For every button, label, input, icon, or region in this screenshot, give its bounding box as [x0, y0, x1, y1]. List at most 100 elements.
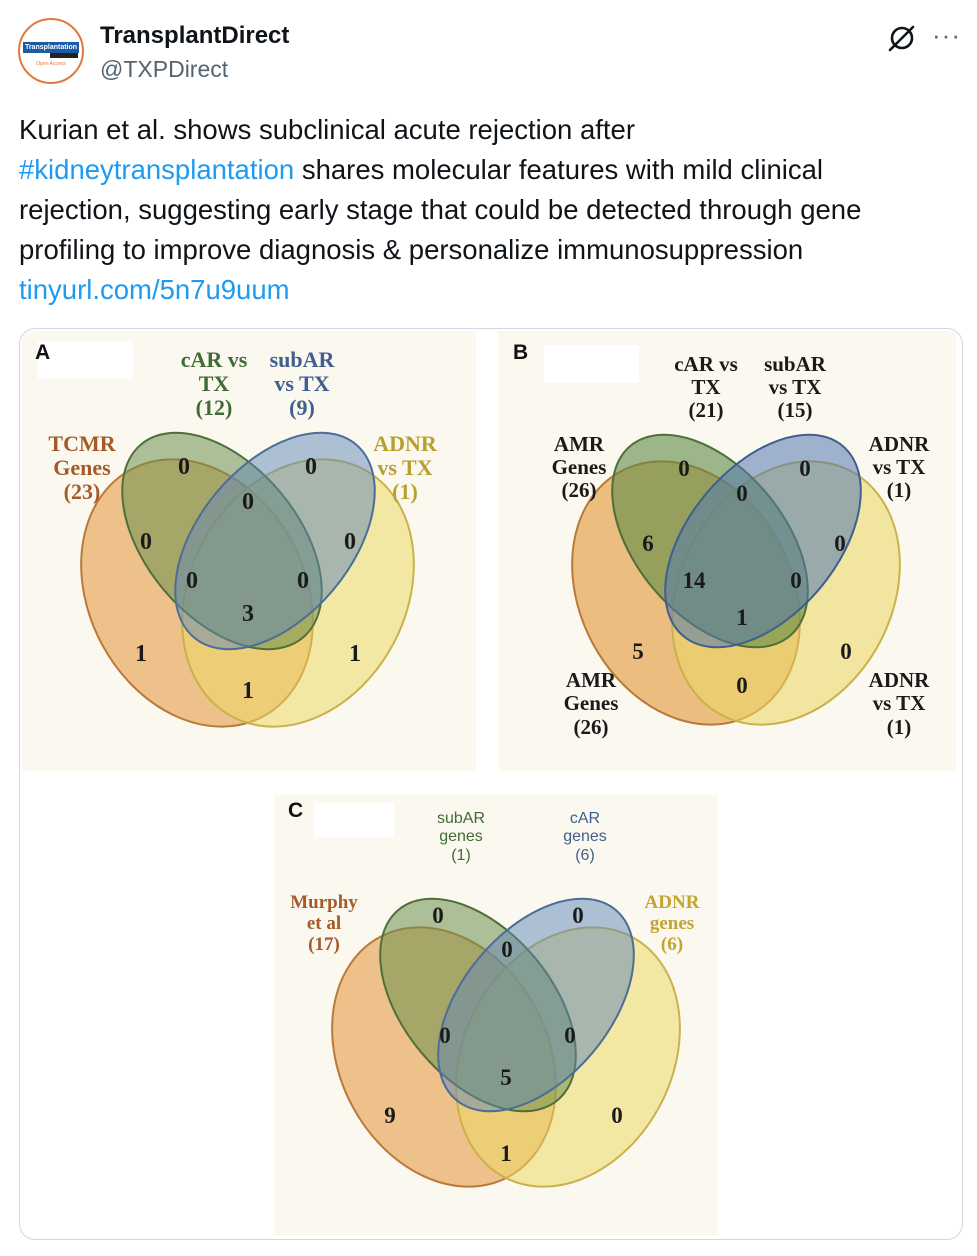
venn-c-label-green-line1: subAR — [437, 810, 485, 827]
venn-a-label-orange-line3: (23) — [64, 479, 101, 504]
venn-b-count-o-y: 0 — [736, 673, 748, 698]
venn-c-label-green-line3: (1) — [451, 847, 471, 864]
venn-a-count-gb: 0 — [242, 489, 254, 515]
tweet-line-1: Kurian et al. shows subclinical acute re… — [19, 114, 636, 145]
venn-a-count-g-only: 0 — [178, 454, 190, 480]
venn-c-count-gb: 0 — [501, 937, 513, 962]
venn-c-count-b-y: 0 — [564, 1023, 576, 1048]
panel-b-whitebox — [544, 345, 639, 383]
venn-b-label-green-line1: cAR vs — [674, 352, 738, 376]
venn-b-count-o-only: 5 — [632, 639, 644, 664]
avatar-logo-bar — [50, 53, 78, 58]
venn-c-svg: subAR genes (1) cAR genes (6) Murphy et … — [290, 810, 700, 1188]
venn-a-count-all: 3 — [242, 601, 254, 627]
venn-a-svg: cAR vs TX (12) subAR vs TX (9) TCMR Gene… — [48, 347, 438, 728]
venn-c-label-yellow-line2: genes — [650, 913, 694, 934]
panel-c-whitebox — [314, 803, 394, 837]
venn-b-svg: cAR vs TX (21) subAR vs TX (15) AMR Gene… — [552, 352, 931, 739]
venn-b-label-yellow-top-line1: ADNR — [869, 432, 930, 456]
venn-b-count-g-b-y: 0 — [790, 568, 802, 593]
venn-a-label-yellow-line3: (1) — [392, 479, 418, 504]
hashtag-link[interactable]: #kidneytransplantation — [19, 154, 295, 185]
venn-a-blue-set — [174, 431, 376, 651]
venn-panel-a: A cAR vs TX (12) subAR vs TX (9) TCMR Ge… — [22, 331, 476, 771]
venn-a-count-o-only: 1 — [135, 641, 147, 667]
panel-b-letter: B — [513, 341, 529, 364]
venn-a-count-b-only: 0 — [305, 454, 317, 480]
venn-b-blue-set — [664, 433, 862, 649]
tweet-line-4: profiling to improve diagnosis & persona… — [19, 234, 804, 265]
venn-a-label-yellow-line1: ADNR — [373, 431, 438, 456]
venn-b-label-yellow-top-line2: vs TX — [873, 455, 926, 479]
venn-a-count-g-b-y: 0 — [297, 568, 309, 594]
venn-b-label-orange-top-line3: (26) — [562, 478, 597, 502]
venn-a-count-o-y: 1 — [242, 678, 254, 704]
venn-c-label-orange-line2: et al — [307, 913, 341, 934]
venn-b-label-orange-bottom-line1: AMR — [566, 668, 617, 692]
venn-c-count-y-only: 0 — [611, 1103, 623, 1128]
venn-c-label-blue-line1: cAR — [570, 810, 600, 827]
account-handle[interactable]: @TXPDirect — [100, 56, 229, 82]
venn-a-label-orange-line2: Genes — [53, 455, 111, 480]
venn-a-count-o-g: 0 — [140, 529, 152, 555]
tweet-line-2: #kidneytransplantation shares molecular … — [19, 150, 949, 190]
venn-a-label-yellow-line2: vs TX — [377, 455, 432, 480]
tweet-text: Kurian et al. shows subclinical acute re… — [19, 110, 949, 310]
venn-b-count-g-only: 0 — [678, 456, 690, 481]
venn-a-label-orange-line1: TCMR — [48, 431, 116, 456]
venn-panel-c: C subAR genes (1) cAR genes (6) Murphy e… — [274, 795, 718, 1235]
venn-a-label-blue-line1: subAR — [270, 347, 336, 372]
venn-b-label-orange-bottom-line2: Genes — [564, 691, 619, 715]
tweet-line-2-rest: shares molecular features with mild clin… — [294, 154, 824, 185]
venn-b-label-orange-bottom-line3: (26) — [574, 715, 609, 739]
media-card[interactable]: A cAR vs TX (12) subAR vs TX (9) TCMR Ge… — [19, 328, 963, 1240]
venn-c-label-blue-line3: (6) — [575, 847, 595, 864]
venn-b-label-yellow-bottom-line3: (1) — [887, 715, 912, 739]
panel-c-letter: C — [288, 799, 304, 822]
venn-a-count-b-y: 0 — [344, 529, 356, 555]
venn-b-label-blue-line1: subAR — [764, 352, 827, 376]
panel-a-whitebox — [38, 341, 133, 379]
venn-a-label-green-line3: (12) — [196, 395, 233, 420]
venn-a-count-o-g-b: 0 — [186, 568, 198, 594]
venn-b-count-y-only: 0 — [840, 639, 852, 664]
venn-a-shapes — [80, 431, 415, 728]
venn-panel-b: B cAR vs TX (21) subAR vs TX (15) AMR Ge… — [498, 331, 956, 771]
venn-c-label-blue-line2: genes — [563, 828, 607, 845]
venn-b-shapes — [571, 433, 901, 726]
venn-b-count-b-only: 0 — [799, 456, 811, 481]
account-avatar[interactable]: Transplantation Open Access — [18, 18, 84, 84]
venn-c-label-orange-line1: Murphy — [290, 892, 358, 913]
venn-c-shapes — [331, 897, 681, 1188]
tweet-url-link[interactable]: tinyurl.com/5n7u9uum — [19, 274, 290, 305]
account-display-name[interactable]: TransplantDirect — [100, 22, 290, 49]
tweet-line-3: rejection, suggesting early stage that c… — [19, 194, 862, 225]
venn-c-count-g-only: 0 — [432, 903, 444, 928]
venn-a-label-green-line1: cAR vs — [181, 347, 248, 372]
venn-a-count-y-only: 1 — [349, 641, 361, 667]
venn-b-label-blue-line3: (15) — [778, 398, 813, 422]
venn-c-label-yellow-line3: (6) — [661, 934, 683, 955]
more-horizontal-icon[interactable]: ··· — [932, 20, 961, 50]
venn-c-label-green-line2: genes — [439, 828, 483, 845]
venn-b-count-o-g-b: 14 — [683, 568, 707, 593]
venn-c-blue-set — [437, 897, 635, 1113]
venn-b-label-orange-top-line2: Genes — [552, 455, 607, 479]
venn-b-count-gb: 0 — [736, 481, 748, 506]
slashed-circle-icon[interactable] — [886, 22, 918, 54]
avatar-logo-text: Transplantation — [23, 42, 79, 53]
venn-c-label-yellow-line1: ADNR — [645, 892, 700, 913]
venn-a-label-green-line2: TX — [199, 371, 230, 396]
avatar-logo-subtext: Open Access — [36, 61, 66, 67]
venn-c-count-o-y: 1 — [500, 1141, 512, 1166]
venn-b-label-yellow-bottom-line1: ADNR — [869, 668, 930, 692]
venn-c-count-o-g: 0 — [439, 1023, 451, 1048]
venn-b-count-all: 1 — [736, 605, 748, 630]
venn-b-label-yellow-bottom-line2: vs TX — [873, 691, 926, 715]
venn-c-count-o-only: 9 — [384, 1103, 396, 1128]
venn-b-label-blue-line2: vs TX — [769, 375, 822, 399]
venn-b-label-green-line3: (21) — [689, 398, 724, 422]
venn-b-count-b-y: 0 — [834, 531, 846, 556]
venn-c-label-orange-line3: (17) — [308, 934, 340, 955]
venn-c-count-all: 5 — [500, 1065, 512, 1090]
